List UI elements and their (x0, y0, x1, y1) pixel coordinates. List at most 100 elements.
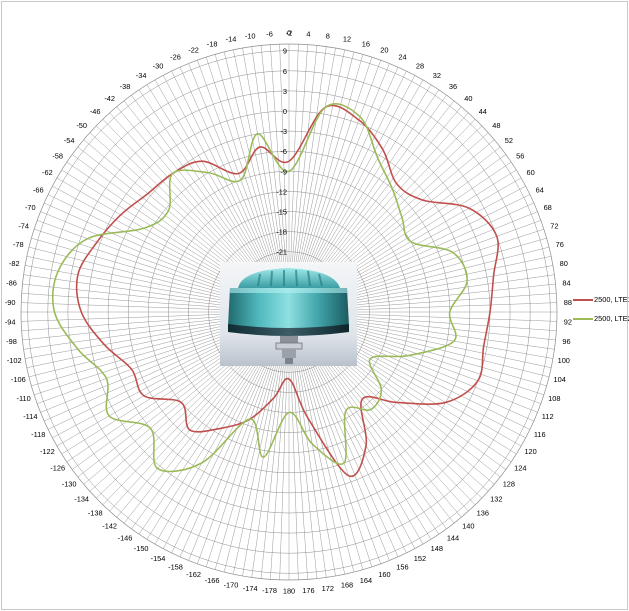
angle-tick-label: 144 (447, 533, 459, 542)
angle-tick-label: -22 (188, 45, 199, 54)
angle-tick-label: 20 (380, 45, 388, 54)
angle-tick-label: 16 (362, 39, 370, 48)
angle-tick-label: 64 (536, 185, 544, 194)
radial-tick-label: 3 (283, 87, 287, 96)
radial-gridline (67, 90, 511, 534)
angle-tick-label: -134 (74, 494, 89, 503)
outer-ring (20, 43, 558, 581)
angle-tick-label: 160 (378, 570, 390, 579)
angle-tick-label: 28 (416, 61, 424, 70)
angle-tick-label: 104 (554, 375, 566, 384)
angle-tick-label: -166 (205, 576, 220, 585)
angle-tick-label: -2 (286, 29, 293, 38)
legend-item-series-1: 2500, LTE1 (573, 294, 629, 313)
radial-tick-label: 9 (283, 47, 287, 56)
angle-tick-label: -142 (102, 521, 117, 530)
angle-tick-label: -126 (50, 464, 65, 473)
angle-tick-label: 168 (341, 581, 353, 590)
legend-label-series-1: 2500, LTE1 (594, 295, 629, 304)
angle-tick-label: -102 (7, 356, 22, 365)
radial-tick-label: -6 (280, 147, 287, 156)
angle-tick-label: -138 (88, 508, 103, 517)
angle-tick-label: 148 (431, 544, 443, 553)
angle-tick-label: 8 (326, 31, 330, 40)
angle-tick-label: 120 (524, 447, 536, 456)
angle-tick-label: -82 (9, 259, 20, 268)
angle-tick-label: -38 (120, 82, 131, 91)
angle-tick-label: 112 (542, 412, 554, 421)
angle-tick-label: -150 (134, 544, 149, 553)
angle-tick-label: -130 (62, 479, 77, 488)
angle-tick-label: -90 (5, 298, 16, 307)
angle-tick-label: -42 (104, 94, 115, 103)
legend-item-series-2: 2500, LTE2 (573, 313, 629, 332)
angle-tick-label: 152 (414, 554, 426, 563)
radial-gridline (47, 70, 531, 554)
legend-swatch-series-2 (573, 318, 593, 320)
angle-tick-label: -14 (226, 35, 237, 44)
radial-tick-label: 0 (283, 107, 287, 116)
series-line-1 (75, 104, 499, 478)
angle-tick-label: 164 (360, 576, 372, 585)
angle-tick-label: -94 (5, 317, 16, 326)
angle-tick-label: -66 (33, 185, 44, 194)
angle-tick-label: -6 (266, 29, 273, 38)
angle-tick-label: 128 (503, 479, 515, 488)
angle-tick-label: 0 (287, 29, 291, 38)
angle-tick-label: -54 (64, 136, 75, 145)
angle-tick-label: -46 (90, 107, 101, 116)
angle-tick-label: -114 (23, 412, 37, 421)
angle-tick-label: -78 (13, 240, 24, 249)
angle-tick-label: 100 (558, 356, 570, 365)
angle-tick-label: 12 (343, 35, 351, 44)
angle-tick-label: 56 (516, 152, 524, 161)
angle-tick-label: -162 (186, 570, 201, 579)
radial-tick-label: -18 (276, 228, 287, 237)
radial-tick-label: 6 (283, 67, 287, 76)
radial-tick-labels: 9 6 3 0 -3 -6 -9 -12 -15 -18 -21 (276, 47, 287, 257)
angle-tick-label: -178 (262, 586, 277, 595)
angle-tick-label: -98 (6, 337, 17, 346)
angle-tick-label: -18 (207, 39, 218, 48)
angle-tick-label: -110 (17, 394, 31, 403)
angle-tick-label: 72 (550, 221, 558, 230)
angle-tick-label: 84 (562, 278, 570, 287)
radial-tick-label: -15 (276, 208, 287, 217)
angle-tick-label: -10 (245, 31, 256, 40)
angle-tick-label: 24 (398, 53, 406, 62)
series-layer (51, 103, 499, 478)
angle-tick-label: 156 (396, 562, 408, 571)
angle-tick-label: 180 (283, 587, 295, 596)
radial-tick-label: -21 (276, 248, 287, 257)
angle-tick-label: 176 (302, 586, 314, 595)
legend-label-series-2: 2500, LTE2 (594, 314, 629, 323)
angle-tick-label: 44 (479, 107, 487, 116)
angle-tick-label: -34 (136, 71, 147, 80)
radial-gridline (168, 191, 410, 433)
angle-tick-label: -74 (18, 221, 29, 230)
angle-tick-label: 80 (560, 259, 568, 268)
angle-tick-label: 76 (556, 240, 564, 249)
angle-tick-label: 4 (306, 29, 310, 38)
angle-tick-label: -158 (168, 562, 183, 571)
angle-tick-label: -58 (52, 152, 63, 161)
angle-tick-label: -174 (243, 584, 258, 593)
legend: 2500, LTE1 2500, LTE2 (573, 294, 629, 332)
series-line-2 (51, 103, 468, 473)
angle-tick-label: -50 (76, 121, 87, 130)
angle-tick-label: -26 (170, 53, 181, 62)
angle-tick-label: 136 (477, 508, 489, 517)
angle-tick-label: 116 (534, 430, 546, 439)
angle-tick-label: 96 (562, 337, 570, 346)
angle-tick-label: 52 (505, 136, 513, 145)
angle-tick-label: -30 (153, 61, 164, 70)
angle-tick-label: 32 (433, 71, 441, 80)
radial-tick-label: -3 (280, 127, 287, 136)
angle-tick-label: 48 (492, 121, 500, 130)
angle-tick-labels: 0 4 8 1216202428323640444852566064687276808… (5, 29, 572, 596)
angle-tick-label: -106 (11, 375, 26, 384)
legend-swatch-series-1 (573, 299, 593, 301)
angle-tick-label: 140 (462, 521, 474, 530)
angle-tick-label: -154 (151, 554, 166, 563)
angle-tick-label: -122 (40, 447, 55, 456)
